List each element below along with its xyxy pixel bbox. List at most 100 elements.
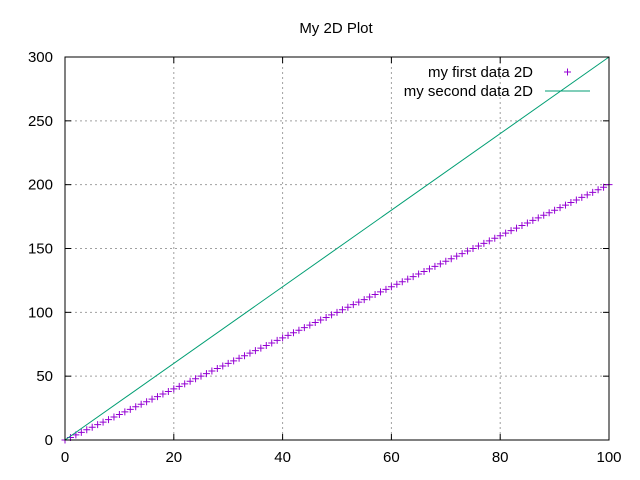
data-point — [431, 262, 439, 270]
data-point — [567, 199, 575, 207]
legend-label: my second data 2D — [404, 83, 533, 100]
data-point — [458, 250, 466, 258]
data-point — [491, 234, 499, 242]
legend-marker — [564, 68, 571, 76]
x-tick-label: 40 — [274, 449, 291, 466]
data-point — [268, 339, 276, 347]
data-point — [594, 186, 602, 194]
data-point — [344, 303, 352, 311]
data-point — [377, 288, 385, 296]
data-point — [387, 283, 395, 291]
data-point — [556, 204, 564, 212]
y-tick-label: 50 — [36, 368, 53, 385]
data-point — [415, 270, 423, 278]
data-point — [121, 408, 129, 416]
data-point — [94, 421, 102, 429]
data-point — [333, 308, 341, 316]
data-point — [328, 311, 336, 319]
series-1 — [61, 181, 613, 444]
data-point — [371, 290, 379, 298]
x-tick-label: 0 — [61, 449, 69, 466]
data-point — [295, 326, 303, 334]
data-point — [202, 370, 210, 378]
data-point — [382, 285, 390, 293]
data-point — [230, 357, 238, 365]
data-point — [153, 393, 161, 401]
data-point — [474, 242, 482, 250]
data-point — [279, 334, 287, 342]
data-point — [480, 239, 488, 247]
legend: my first data 2D my second data 2D — [404, 64, 590, 100]
data-point — [224, 359, 232, 367]
data-point — [88, 423, 96, 431]
data-point — [115, 410, 123, 418]
data-point — [425, 265, 433, 273]
data-point — [507, 227, 515, 235]
data-point — [164, 387, 172, 395]
data-point — [126, 405, 134, 413]
data-point — [213, 365, 221, 373]
data-point — [561, 201, 569, 209]
data-point — [518, 222, 526, 230]
data-point — [110, 413, 118, 421]
data-point — [132, 403, 140, 411]
x-tick-label: 80 — [492, 449, 509, 466]
data-point — [77, 428, 85, 436]
data-point — [420, 267, 428, 275]
data-point — [273, 336, 281, 344]
data-point — [186, 377, 194, 385]
data-point — [175, 382, 183, 390]
data-point — [349, 301, 357, 309]
data-point — [366, 293, 374, 301]
data-point — [148, 395, 156, 403]
chart-title: My 2D Plot — [299, 20, 373, 37]
y-tick-label: 100 — [28, 304, 53, 321]
series-2 — [64, 56, 610, 441]
data-point — [355, 298, 363, 306]
data-point — [137, 400, 145, 408]
data-point — [436, 260, 444, 268]
data-point — [311, 319, 319, 327]
data-point — [99, 418, 107, 426]
data-point — [464, 247, 472, 255]
data-point — [485, 237, 493, 245]
data-point — [251, 347, 259, 355]
data-point — [262, 342, 270, 350]
y-tick-label: 0 — [45, 432, 53, 449]
data-point — [105, 416, 113, 424]
data-point — [534, 214, 542, 222]
data-point — [284, 331, 292, 339]
data-point — [159, 390, 167, 398]
data-point — [600, 183, 608, 191]
data-point — [551, 206, 559, 214]
data-point — [513, 224, 521, 232]
plot-frame — [64, 56, 610, 441]
data-point — [393, 280, 401, 288]
data-point — [241, 352, 249, 360]
data-point — [523, 219, 531, 227]
data-point — [246, 349, 254, 357]
data-point — [208, 367, 216, 375]
data-point — [181, 380, 189, 388]
data-point — [545, 209, 553, 217]
data-point — [469, 245, 477, 252]
legend-label: my first data 2D — [428, 64, 533, 81]
data-point — [453, 252, 461, 260]
data-point — [300, 324, 308, 332]
data-point — [360, 296, 368, 304]
data-point — [409, 273, 417, 281]
y-tick-label: 200 — [28, 177, 53, 194]
data-point — [257, 344, 265, 352]
data-point — [583, 191, 591, 199]
data-point — [83, 426, 91, 434]
data-point — [502, 229, 510, 237]
data-point — [578, 193, 586, 201]
data-point — [289, 329, 297, 337]
data-point — [317, 316, 325, 324]
data-point — [572, 196, 580, 204]
data-point — [219, 362, 227, 370]
series-layer — [61, 56, 613, 444]
data-point — [322, 313, 330, 321]
data-point — [143, 398, 151, 406]
data-point — [197, 372, 205, 380]
